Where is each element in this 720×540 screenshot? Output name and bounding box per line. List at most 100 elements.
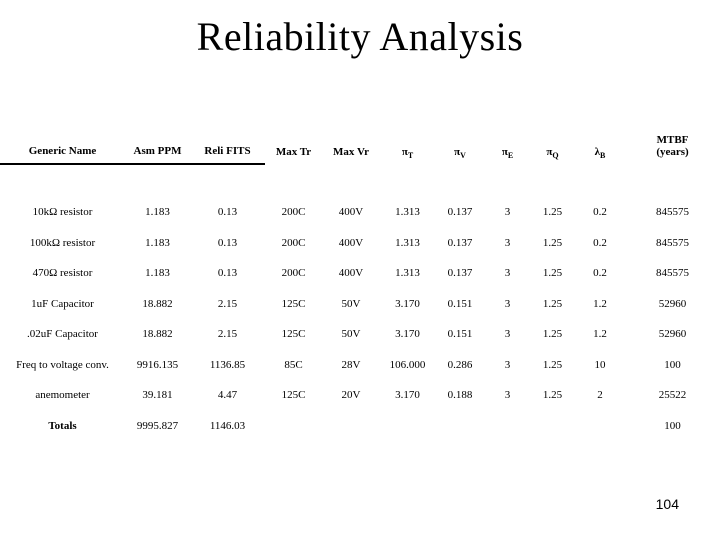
table-cell: 125C bbox=[281, 328, 306, 341]
col-header-subscript: E bbox=[507, 151, 514, 161]
col-header-label: π bbox=[454, 146, 461, 158]
slide-title: Reliability Analysis bbox=[196, 14, 524, 59]
table-cell: 1.313 bbox=[395, 206, 420, 219]
table-row: 1uF Capacitor 18.882 2.15 125C 50V 3.170 0.151… bbox=[0, 289, 720, 320]
table-cell: 0.151 bbox=[447, 328, 473, 341]
totals-empty-cell bbox=[435, 411, 485, 442]
table-cell: 400V bbox=[338, 236, 364, 249]
table-cell: 1.313 bbox=[395, 236, 420, 249]
col-header-asm-ppm: Asm PPM bbox=[125, 130, 190, 165]
col-header-label: Max Tr bbox=[275, 146, 312, 158]
table-cell: 9916.135 bbox=[136, 358, 179, 371]
reliability-table: Generic Name Asm PPM Reli FITS Max Tr Ma… bbox=[0, 130, 720, 441]
table-cell: 200C bbox=[281, 236, 306, 249]
totals-empty-cell bbox=[485, 411, 530, 442]
table-cell: 3 bbox=[504, 297, 511, 310]
totals-empty-cell bbox=[322, 411, 380, 442]
col-header-reli-fits: Reli FITS bbox=[190, 130, 265, 165]
table-cell: 1.25 bbox=[542, 267, 563, 280]
table-cell: 2 bbox=[597, 389, 603, 402]
col-header-label: Max Vr bbox=[333, 146, 369, 158]
table-cell: 1.25 bbox=[542, 297, 563, 310]
table-cell: 0.13 bbox=[217, 206, 238, 219]
col-header-subscript: B bbox=[600, 151, 606, 161]
table-cell: 1.183 bbox=[145, 236, 170, 249]
col-header-max-vr: Max Vr bbox=[322, 130, 380, 164]
table-cell: 18.882 bbox=[142, 297, 173, 310]
totals-empty-cell bbox=[380, 411, 435, 442]
col-header-label: π bbox=[546, 146, 553, 158]
table-cell: 0.13 bbox=[217, 267, 238, 280]
table-row: 100kΩ resistor 1.183 0.13 200C 400V 1.313 0.13… bbox=[0, 228, 720, 259]
table-cell: 10kΩ resistor bbox=[32, 206, 93, 219]
table-cell: 0.2 bbox=[593, 267, 607, 280]
table-cell: 0.13 bbox=[217, 236, 238, 249]
table-cell: 470Ω resistor bbox=[32, 267, 93, 280]
table-cell: 4.47 bbox=[217, 389, 238, 402]
table-cell: .02uF Capacitor bbox=[27, 328, 98, 341]
table-cell: 3 bbox=[504, 328, 511, 341]
table-cell: 1.25 bbox=[542, 206, 563, 219]
table-cell: 0.2 bbox=[593, 236, 607, 249]
table-cell: 200C bbox=[281, 206, 306, 219]
col-header-max-tr: Max Tr bbox=[265, 130, 322, 164]
table-cell: 1.25 bbox=[542, 358, 563, 371]
table-cell: 1.313 bbox=[395, 267, 420, 280]
table-cell: 1.183 bbox=[145, 206, 170, 219]
table-cell: 0.286 bbox=[447, 358, 473, 371]
table-cell: 2.15 bbox=[217, 328, 238, 341]
col-header-subscript: V bbox=[460, 151, 466, 161]
table-cell: 1.25 bbox=[542, 236, 563, 249]
table-cell: 100kΩ resistor bbox=[29, 236, 96, 249]
col-header-label: Reli FITS bbox=[204, 145, 251, 157]
table-cell: 1136.85 bbox=[209, 358, 246, 371]
table-cell: 1uF Capacitor bbox=[31, 297, 94, 310]
totals-mtbf: 100 bbox=[664, 419, 681, 432]
table-cell: 18.882 bbox=[142, 328, 173, 341]
table-row: 10kΩ resistor 1.183 0.13 200C 400V 1.313 0.137… bbox=[0, 197, 720, 228]
col-header-line2: (years) bbox=[656, 146, 689, 158]
totals-label: Totals bbox=[48, 419, 77, 432]
table-cell: 400V bbox=[338, 267, 364, 280]
totals-empty-cell bbox=[265, 411, 322, 442]
totals-empty-cell bbox=[530, 411, 575, 442]
table-cell: 100 bbox=[664, 358, 681, 371]
table-cell: 3 bbox=[504, 358, 511, 371]
table-cell: 3.170 bbox=[395, 297, 420, 310]
table-cell: 0.137 bbox=[447, 206, 473, 219]
table-cell: 3 bbox=[504, 389, 511, 402]
table-cell: 20V bbox=[341, 389, 361, 402]
table-cell: 125C bbox=[281, 297, 306, 310]
table-cell: Freq to voltage conv. bbox=[16, 358, 109, 371]
table-cell: 3 bbox=[504, 236, 511, 249]
table-cell: 0.188 bbox=[447, 389, 473, 402]
table-cell: 52960 bbox=[658, 328, 687, 341]
table-cell: 125C bbox=[281, 389, 306, 402]
table-row: 470Ω resistor 1.183 0.13 200C 400V 1.313 0.137… bbox=[0, 258, 720, 289]
table-cell: 845575 bbox=[656, 206, 689, 219]
col-header-label: π bbox=[501, 146, 508, 158]
col-header-pi-v: πV bbox=[435, 130, 485, 164]
col-header-subscript: T bbox=[407, 151, 414, 161]
table-cell: 0.2 bbox=[593, 206, 607, 219]
col-header-pi-t: πT bbox=[380, 130, 435, 164]
col-header-label: MTBF bbox=[656, 134, 689, 146]
totals-empty-cell bbox=[575, 411, 625, 442]
header-row: Generic Name Asm PPM Reli FITS Max Tr Ma… bbox=[0, 130, 720, 165]
totals-reli-fits: 1146.03 bbox=[209, 419, 246, 432]
table-cell: 3 bbox=[504, 206, 511, 219]
table-cell: 28V bbox=[341, 358, 361, 371]
table-cell: 50V bbox=[341, 328, 361, 341]
table-row: Freq to voltage conv. 9916.135 1136.85 85C 2… bbox=[0, 350, 720, 381]
header-spacer-row bbox=[0, 164, 720, 197]
table-cell: 39.181 bbox=[142, 389, 173, 402]
col-header-pi-q: πQ bbox=[530, 130, 575, 164]
table-cell: 52960 bbox=[658, 297, 687, 310]
col-header-label: λ bbox=[594, 146, 601, 158]
col-header-generic-name: Generic Name bbox=[0, 130, 125, 165]
col-header-pi-e: πE bbox=[485, 130, 530, 164]
totals-asm-ppm: 9995.827 bbox=[136, 419, 179, 432]
table-body: 10kΩ resistor 1.183 0.13 200C 400V 1.313 0.137… bbox=[0, 197, 720, 411]
table-cell: 0.151 bbox=[447, 297, 473, 310]
table-cell: 85C bbox=[284, 358, 303, 371]
